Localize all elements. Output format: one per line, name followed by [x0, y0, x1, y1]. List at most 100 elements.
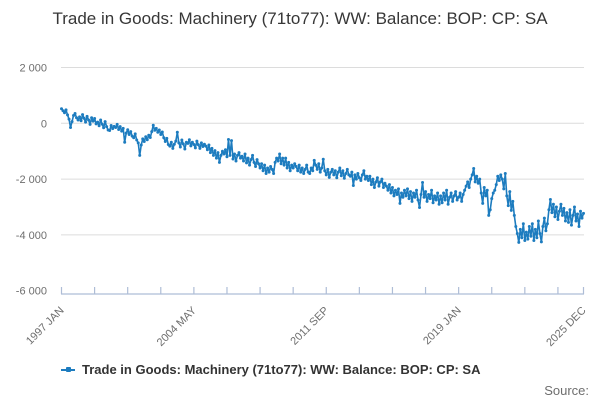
data-point: [100, 122, 104, 126]
source-label: Source:: [544, 383, 589, 398]
data-point: [387, 183, 391, 187]
data-point: [338, 166, 342, 170]
data-point: [207, 143, 211, 147]
data-point: [430, 188, 434, 192]
data-point: [84, 120, 88, 124]
data-point: [410, 199, 414, 203]
data-point: [141, 137, 145, 141]
data-point: [508, 190, 512, 194]
data-point: [231, 157, 235, 161]
data-point: [363, 177, 367, 181]
data-point: [402, 188, 406, 192]
data-point: [524, 230, 528, 234]
data-point: [518, 227, 522, 231]
data-point: [329, 170, 333, 174]
data-point: [175, 130, 179, 134]
data-point: [485, 188, 489, 192]
data-point: [530, 222, 534, 226]
data-point: [452, 194, 456, 198]
data-point: [317, 162, 321, 166]
data-point: [66, 113, 70, 117]
data-point: [345, 167, 349, 171]
data-point: [237, 151, 241, 155]
data-point: [117, 127, 121, 131]
data-point: [87, 118, 91, 122]
data-point: [157, 128, 161, 132]
data-point: [571, 213, 575, 217]
data-point: [123, 140, 127, 144]
data-point: [544, 229, 548, 233]
data-point: [545, 222, 549, 226]
data-point: [512, 213, 516, 217]
data-point: [243, 152, 247, 156]
data-point: [249, 158, 253, 162]
data-point: [216, 151, 220, 155]
data-point: [398, 201, 402, 205]
data-point: [375, 176, 379, 180]
data-point: [229, 139, 233, 143]
y-axis-tick-label: 2 000: [19, 63, 47, 75]
data-point: [553, 215, 557, 219]
data-point: [569, 223, 573, 227]
data-point: [145, 138, 149, 142]
data-point: [582, 211, 585, 215]
data-point: [211, 153, 215, 157]
data-point: [251, 153, 255, 157]
data-point: [484, 194, 488, 198]
data-point: [371, 177, 375, 181]
data-point: [407, 197, 411, 201]
data-point: [300, 166, 304, 170]
data-point: [481, 201, 485, 205]
data-point: [222, 152, 226, 156]
data-point: [165, 136, 169, 140]
data-point: [473, 180, 477, 184]
data-point: [193, 146, 197, 150]
data-point: [451, 199, 455, 203]
data-point: [409, 190, 412, 194]
data-point: [368, 174, 372, 178]
data-point: [324, 173, 328, 177]
data-point: [472, 167, 476, 170]
y-axis-tick-label: -6 000: [16, 286, 47, 298]
data-point: [208, 151, 212, 155]
data-point: [332, 173, 336, 177]
data-point: [303, 167, 307, 171]
data-point: [266, 166, 270, 170]
data-point: [454, 190, 458, 194]
legend: Trade in Goods: Machinery (71to77): WW: …: [61, 362, 481, 377]
data-point: [305, 163, 309, 167]
data-point: [114, 125, 118, 129]
data-point: [181, 142, 185, 146]
data-point: [169, 140, 173, 144]
data-point: [533, 227, 537, 231]
data-point: [121, 126, 125, 130]
data-point: [291, 166, 295, 170]
data-point: [272, 172, 276, 176]
data-point: [275, 156, 279, 160]
y-axis-tick-label: -4 000: [16, 230, 47, 242]
data-point: [63, 111, 67, 115]
data-point: [460, 199, 464, 203]
data-point: [487, 213, 491, 217]
data-point: [442, 191, 446, 195]
data-point: [168, 144, 172, 148]
chart-canvas[interactable]: 2 000 0 -2 000 -4 000 -6 000 1997 JAN 2004 MAY…: [0, 0, 600, 360]
data-point: [70, 120, 74, 124]
data-point: [297, 163, 301, 167]
data-point: [217, 160, 221, 164]
data-point: [562, 206, 566, 210]
data-point: [421, 180, 425, 184]
data-point: [469, 177, 473, 181]
data-point: [293, 162, 297, 166]
data-point: [439, 194, 443, 198]
data-point: [554, 205, 558, 209]
data-point: [177, 141, 181, 145]
data-point: [392, 194, 396, 198]
data-point: [132, 136, 136, 140]
data-point: [384, 184, 388, 188]
data-point: [359, 179, 363, 182]
data-point: [357, 176, 361, 180]
data-point: [511, 199, 515, 203]
data-point: [269, 165, 273, 169]
data-point: [326, 167, 330, 171]
